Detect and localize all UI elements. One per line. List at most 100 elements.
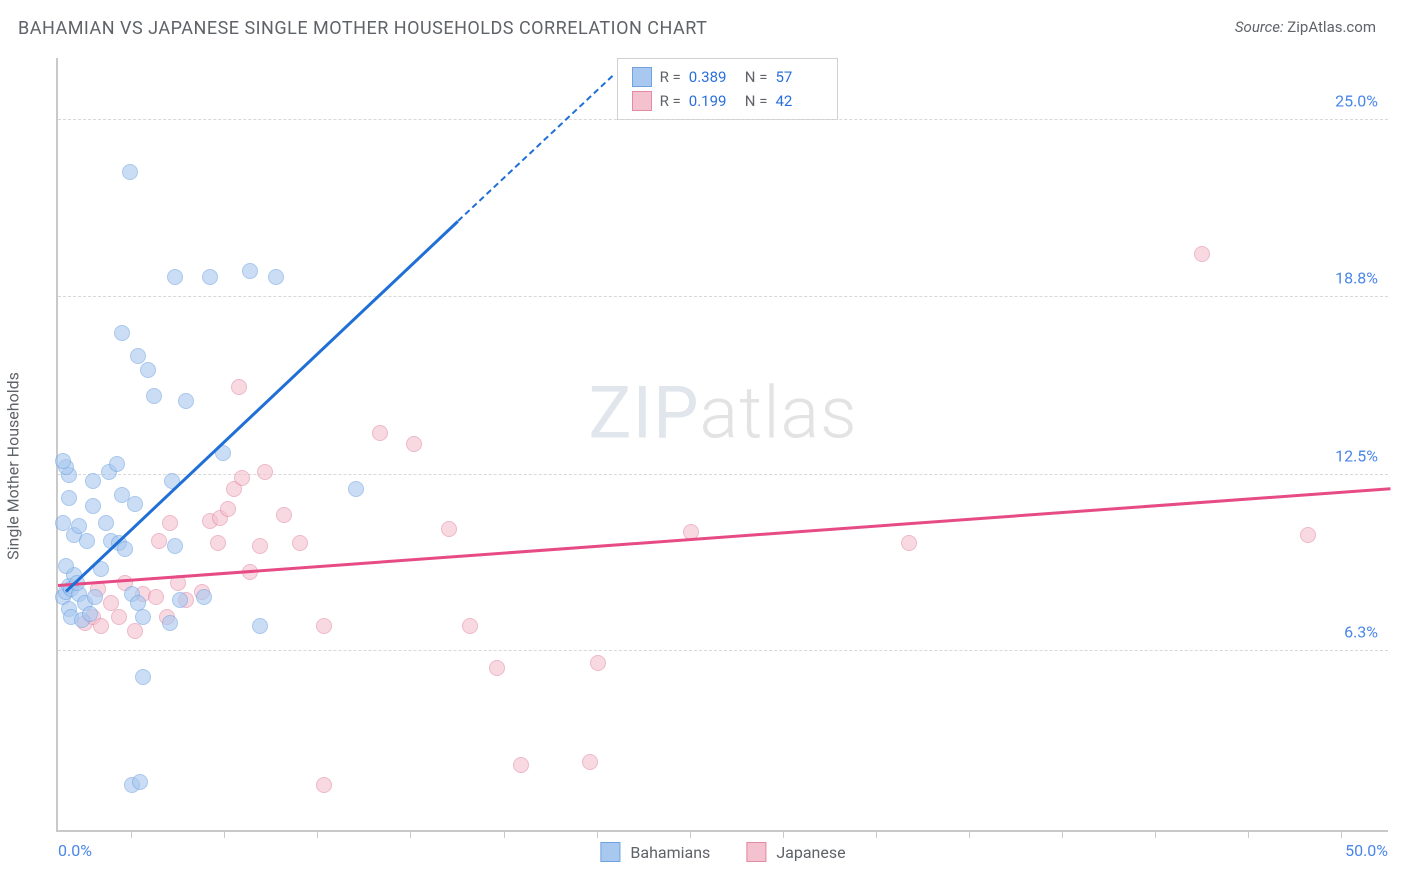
data-point-bahamians <box>348 481 364 497</box>
data-point-bahamians <box>82 606 98 622</box>
data-point-bahamians <box>268 269 284 285</box>
data-point-japanese <box>231 379 247 395</box>
data-point-japanese <box>276 507 292 523</box>
series-legend: Bahamians Japanese <box>600 842 845 862</box>
n-value-bahamians: 57 <box>775 68 823 86</box>
watermark-zip: ZIP <box>588 371 699 456</box>
data-point-japanese <box>441 521 457 537</box>
data-point-bahamians <box>252 618 268 634</box>
data-point-bahamians <box>167 269 183 285</box>
data-point-japanese <box>372 425 388 441</box>
r-label-2: R = <box>660 92 681 110</box>
source-value: ZipAtlas.com <box>1287 18 1376 36</box>
chart-title: BAHAMIAN VS JAPANESE SINGLE MOTHER HOUSE… <box>18 18 707 39</box>
x-tick <box>783 830 784 838</box>
x-tick <box>690 830 691 838</box>
plot-area: ZIPatlas R = 0.389 N = 57 R = 0.199 N = … <box>56 58 1388 832</box>
r-value-bahamians: 0.389 <box>689 68 737 86</box>
data-point-bahamians <box>202 269 218 285</box>
data-point-japanese <box>252 538 268 554</box>
data-point-bahamians <box>114 325 130 341</box>
data-point-bahamians <box>87 589 103 605</box>
x-tick <box>410 830 411 838</box>
r-label: R = <box>660 68 681 86</box>
data-point-japanese <box>111 609 127 625</box>
source-label: Source: <box>1235 18 1284 36</box>
n-label: N = <box>745 68 768 86</box>
data-point-japanese <box>292 535 308 551</box>
y-tick-label: 18.8% <box>1335 268 1378 287</box>
data-point-japanese <box>257 464 273 480</box>
data-point-bahamians <box>122 164 138 180</box>
data-point-bahamians <box>58 558 74 574</box>
data-point-japanese <box>582 754 598 770</box>
data-point-bahamians <box>162 615 178 631</box>
data-point-japanese <box>1194 246 1210 262</box>
data-point-bahamians <box>178 393 194 409</box>
legend-item-japanese: Japanese <box>746 842 845 862</box>
stats-row-japanese: R = 0.199 N = 42 <box>632 89 824 113</box>
swatch-japanese <box>632 91 652 111</box>
data-point-bahamians <box>98 515 114 531</box>
data-point-bahamians <box>146 388 162 404</box>
data-point-bahamians <box>55 453 71 469</box>
x-axis-max-label: 50.0% <box>1345 841 1388 860</box>
data-point-japanese <box>462 618 478 634</box>
gridline <box>58 650 1388 651</box>
x-tick <box>969 830 970 838</box>
x-tick <box>1155 830 1156 838</box>
data-point-bahamians <box>61 490 77 506</box>
source-attribution: Source: ZipAtlas.com <box>1235 18 1376 36</box>
data-point-japanese <box>234 470 250 486</box>
data-point-japanese <box>489 660 505 676</box>
legend-label-japanese: Japanese <box>776 843 845 862</box>
data-point-bahamians <box>132 774 148 790</box>
data-point-japanese <box>316 618 332 634</box>
x-tick <box>224 830 225 838</box>
x-tick <box>597 830 598 838</box>
data-point-bahamians <box>135 609 151 625</box>
watermark-atlas: atlas <box>700 371 858 456</box>
x-axis-min-label: 0.0% <box>58 841 92 860</box>
data-point-bahamians <box>85 498 101 514</box>
watermark: ZIPatlas <box>588 371 857 456</box>
data-point-bahamians <box>242 263 258 279</box>
data-point-japanese <box>590 655 606 671</box>
data-point-bahamians <box>79 533 95 549</box>
x-tick <box>317 830 318 838</box>
legend-item-bahamians: Bahamians <box>600 842 710 862</box>
data-point-bahamians <box>196 589 212 605</box>
x-tick <box>504 830 505 838</box>
n-value-japanese: 42 <box>775 92 823 110</box>
x-tick <box>1248 830 1249 838</box>
legend-label-bahamians: Bahamians <box>630 843 710 862</box>
x-tick <box>1062 830 1063 838</box>
n-label-2: N = <box>745 92 768 110</box>
stats-legend-box: R = 0.389 N = 57 R = 0.199 N = 42 <box>617 58 839 120</box>
y-axis-label: Single Mother Households <box>4 372 23 560</box>
data-point-japanese <box>513 757 529 773</box>
y-tick-label: 12.5% <box>1335 446 1378 465</box>
gridline <box>58 296 1388 297</box>
data-point-bahamians <box>167 538 183 554</box>
data-point-japanese <box>901 535 917 551</box>
data-point-bahamians <box>85 473 101 489</box>
r-value-japanese: 0.199 <box>689 92 737 110</box>
data-point-bahamians <box>130 348 146 364</box>
stats-row-bahamians: R = 0.389 N = 57 <box>632 65 824 89</box>
x-tick <box>1341 830 1342 838</box>
data-point-japanese <box>162 515 178 531</box>
legend-swatch-bahamians <box>600 842 620 862</box>
x-tick <box>131 830 132 838</box>
data-point-bahamians <box>127 496 143 512</box>
data-point-japanese <box>316 777 332 793</box>
data-point-bahamians <box>140 362 156 378</box>
data-point-japanese <box>1300 527 1316 543</box>
y-tick-label: 25.0% <box>1335 91 1378 110</box>
data-point-japanese <box>210 535 226 551</box>
data-point-bahamians <box>55 515 71 531</box>
legend-swatch-japanese <box>746 842 766 862</box>
data-point-bahamians <box>109 456 125 472</box>
data-point-japanese <box>220 501 236 517</box>
y-tick-label: 6.3% <box>1344 622 1378 641</box>
